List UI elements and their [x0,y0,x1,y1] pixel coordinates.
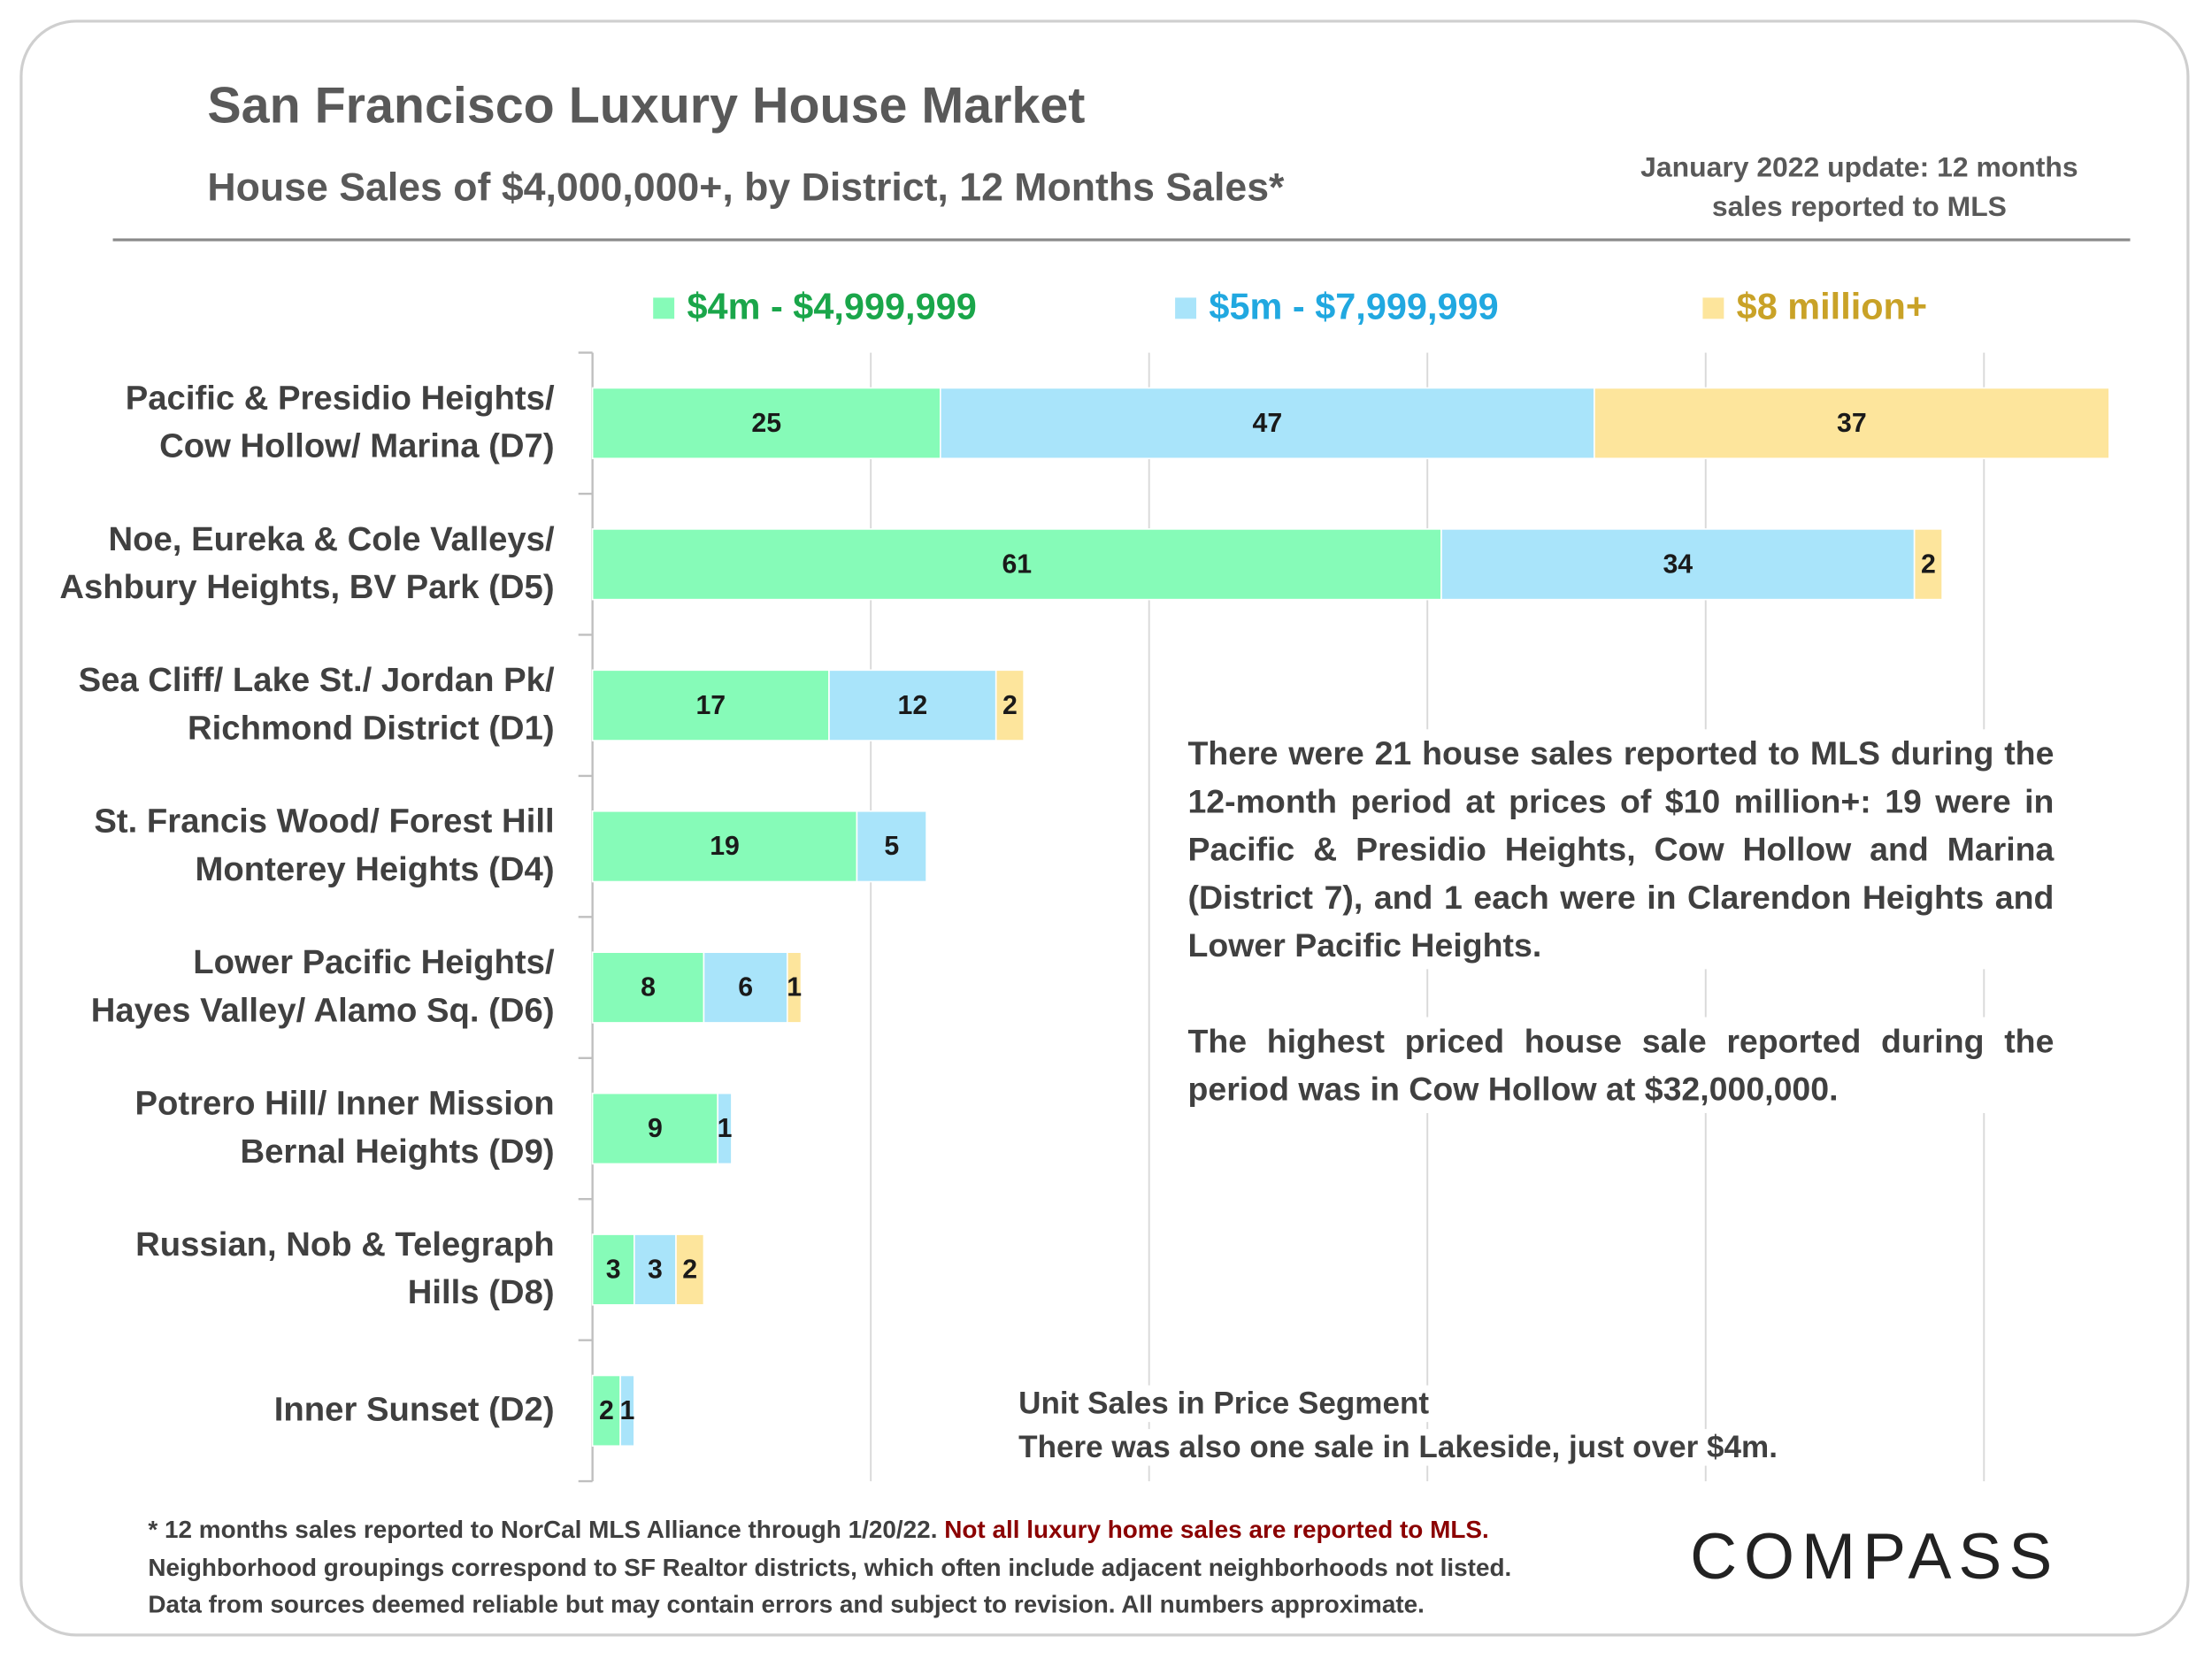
data-label: 25 [751,409,781,438]
data-label: 47 [1253,409,1283,438]
title: San Francisco Luxury House Market [207,76,1086,134]
category-label: Noe, Eureka & Cole Valleys/ Ashbury Heig… [59,520,555,607]
data-label: 17 [695,691,726,720]
category-label: Pacific & Presidio Heights/ Cow Hollow/ … [125,379,555,466]
frame [19,19,2190,1637]
category-label: Lower Pacific Heights/ Hayes Valley/ Ala… [90,943,555,1030]
data-label: 19 [710,832,740,861]
legend-swatch [653,297,675,319]
data-label: 12 [898,691,928,720]
data-label: 1 [620,1396,635,1425]
annotation: There were 21 house sales reported to ML… [1187,729,2055,970]
footer-text: * 12 months sales reported to NorCal MLS… [148,1515,945,1544]
category-label: Russian, Nob & Telegraph Hills (D8) [135,1225,555,1312]
category-label: Inner Sunset (D2) [273,1391,555,1430]
bar-segment [717,1092,733,1165]
logo: COMPASS [1690,1519,2060,1594]
data-label: 9 [648,1114,663,1143]
bar-segment [591,1233,635,1306]
bar-segment [675,1233,705,1306]
data-label: 6 [738,973,753,1002]
data-label: 1 [787,973,802,1002]
legend-label: $4m - $4,999,999 [687,285,977,327]
legend-swatch [1175,297,1197,319]
footer-line: Data from sources deemed reliable but ma… [148,1589,1425,1618]
data-label: 3 [606,1256,621,1285]
data-label: 8 [641,973,656,1002]
annotation: There was also one sale in Lakeside, jus… [1018,1429,1778,1466]
data-label: 2 [1002,691,1018,720]
category-label: St. Francis Wood/ Forest Hill Monterey H… [94,803,555,889]
bar-segment [703,951,788,1024]
x-axis-label: Unit Sales in Price Segment [1018,1385,1430,1423]
category-label: Sea Cliff/ Lake St./ Jordan Pk/ Richmond… [78,661,555,749]
data-label: 2 [682,1256,697,1285]
annotation: The highest priced house sale reported d… [1187,1017,2055,1113]
subtitle: House Sales of $4,000,000+, by District,… [207,165,1285,209]
data-label: 37 [1837,409,1867,438]
header-rule [112,238,2131,242]
bar-segment [828,669,997,741]
data-label: 2 [599,1396,614,1425]
footer-warning: Not all luxury home sales are reported t… [944,1515,1489,1544]
update-note: January 2022 update: 12 months sales rep… [1640,152,2078,223]
bar-segment [591,387,941,459]
bar-segment [1913,528,1943,601]
category-label: Potrero Hill/ Inner Mission Bernal Heigh… [134,1085,555,1171]
bar-segment [1440,528,1916,601]
data-label: 5 [884,832,899,861]
bar-segment [1594,387,2110,459]
bar-segment [995,669,1025,741]
bar-segment [619,1374,635,1448]
data-label: 34 [1663,549,1693,579]
bar-segment [591,1092,718,1165]
bar-segment [856,810,927,883]
bar-segment [591,669,830,741]
data-label: 3 [648,1256,663,1285]
bar-segment [591,1374,621,1448]
bar-segment [787,951,803,1024]
data-label: 61 [1002,549,1032,579]
legend-swatch [1702,297,1724,319]
data-label: 1 [718,1114,733,1143]
footer-line: * 12 months sales reported to NorCal MLS… [148,1511,1511,1548]
bar-segment [591,951,705,1024]
bar-segment [940,387,1595,459]
data-label: 2 [1921,549,1936,579]
footer: * 12 months sales reported to NorCal MLS… [148,1511,1511,1624]
legend-label: $8 million+ [1736,285,1928,327]
legend-label: $5m - $7,999,999 [1209,285,1499,327]
footer-line: Neighborhood groupings correspond to SF … [148,1552,1512,1581]
bar-segment [591,528,1442,601]
